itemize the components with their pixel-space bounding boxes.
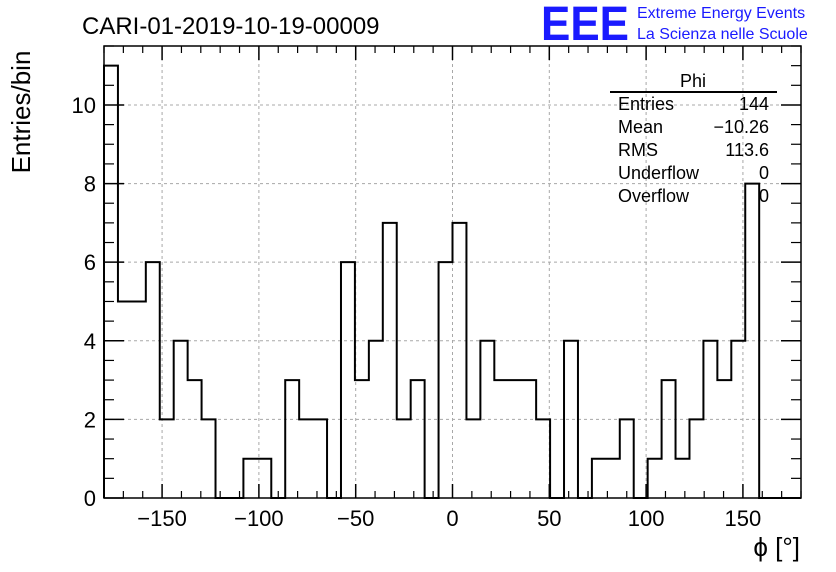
chart-title: CARI-01-2019-10-19-00009 — [82, 13, 380, 40]
org-name-line1: Extreme Energy Events — [637, 5, 805, 22]
x-tick-label: 100 — [628, 506, 665, 531]
stats-label: Entries — [618, 94, 674, 114]
stats-title: Phi — [680, 71, 706, 91]
y-tick-label: 4 — [84, 329, 96, 354]
org-name-line2: La Scienza nelle Scuole — [637, 26, 808, 43]
y-axis-label: Entries/bin — [6, 51, 36, 174]
axis-ticks — [103, 45, 802, 499]
y-tick-label: 6 — [84, 250, 96, 275]
stats-value: 113.6 — [725, 140, 769, 160]
stats-value: 144 — [739, 94, 769, 114]
grid — [104, 46, 801, 498]
stats-value: 0 — [759, 163, 769, 183]
y-tick-label: 10 — [72, 93, 96, 118]
tick-labels: −150 −100 −50 0 50 100 150 0 2 4 6 8 10 — [72, 93, 762, 531]
x-tick-label: 0 — [446, 506, 458, 531]
x-axis-label: ϕ [°] — [753, 532, 800, 562]
stats-label: Underflow — [618, 163, 700, 183]
histogram-line — [103, 64, 801, 499]
stats-box: Phi Entries 144 Mean −10.26 RMS 113.6 Underflo… — [610, 71, 777, 206]
stats-label: Mean — [618, 117, 663, 137]
x-tick-label: −50 — [337, 506, 374, 531]
x-tick-label: 150 — [725, 506, 762, 531]
stats-label: Overflow — [618, 186, 690, 206]
y-tick-label: 2 — [84, 407, 96, 432]
stats-value: 0 — [759, 186, 769, 206]
x-tick-label: 50 — [537, 506, 561, 531]
y-tick-label: 8 — [84, 172, 96, 197]
y-tick-label: 0 — [84, 486, 96, 511]
eee-logo-mark: EEE — [541, 0, 629, 51]
stats-label: RMS — [618, 140, 658, 160]
x-tick-label: −100 — [234, 506, 284, 531]
stats-value: −10.26 — [713, 117, 769, 137]
x-tick-label: −150 — [137, 506, 187, 531]
eee-logo: EEE Extreme Energy Events La Scienza nel… — [541, 0, 808, 51]
